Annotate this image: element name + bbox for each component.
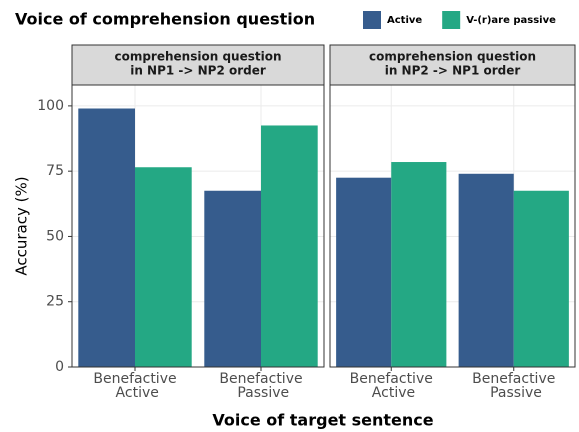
- strip-label: comprehension question: [369, 50, 536, 64]
- legend-title: Voice of comprehension question: [15, 10, 315, 29]
- x-tick-label: Benefactive Active: [350, 371, 433, 401]
- bar: [78, 108, 135, 367]
- x-axis-title: Voice of target sentence: [212, 411, 433, 430]
- bar: [391, 162, 447, 367]
- y-tick-label: 75: [46, 163, 64, 179]
- y-tick-label: 100: [37, 98, 64, 114]
- strip: [71, 44, 325, 86]
- bar: [458, 173, 514, 367]
- legend-key: [442, 11, 461, 29]
- x-tick-label: Benefactive Passive: [219, 371, 302, 401]
- bar: [513, 190, 569, 367]
- bar: [204, 190, 261, 367]
- y-axis-title: Accuracy (%): [13, 176, 31, 275]
- strip-label: in NP2 -> NP1 order: [385, 64, 521, 78]
- bar: [261, 125, 318, 367]
- legend-key: [363, 11, 381, 29]
- panel-border: [329, 84, 576, 368]
- strip-label: comprehension question: [114, 50, 281, 64]
- y-tick-label: 0: [55, 359, 64, 375]
- x-tick-label: Benefactive Passive: [472, 371, 555, 401]
- strip-label: in NP1 -> NP2 order: [130, 64, 266, 78]
- legend-label: Active: [387, 15, 422, 26]
- y-tick-label: 25: [46, 294, 64, 310]
- bar: [135, 167, 192, 367]
- y-tick-label: 50: [46, 228, 64, 244]
- legend-label: V-(r)are passive: [466, 15, 556, 26]
- panel-border: [71, 84, 325, 368]
- bar: [336, 177, 392, 367]
- x-tick-label: Benefactive Active: [93, 371, 176, 401]
